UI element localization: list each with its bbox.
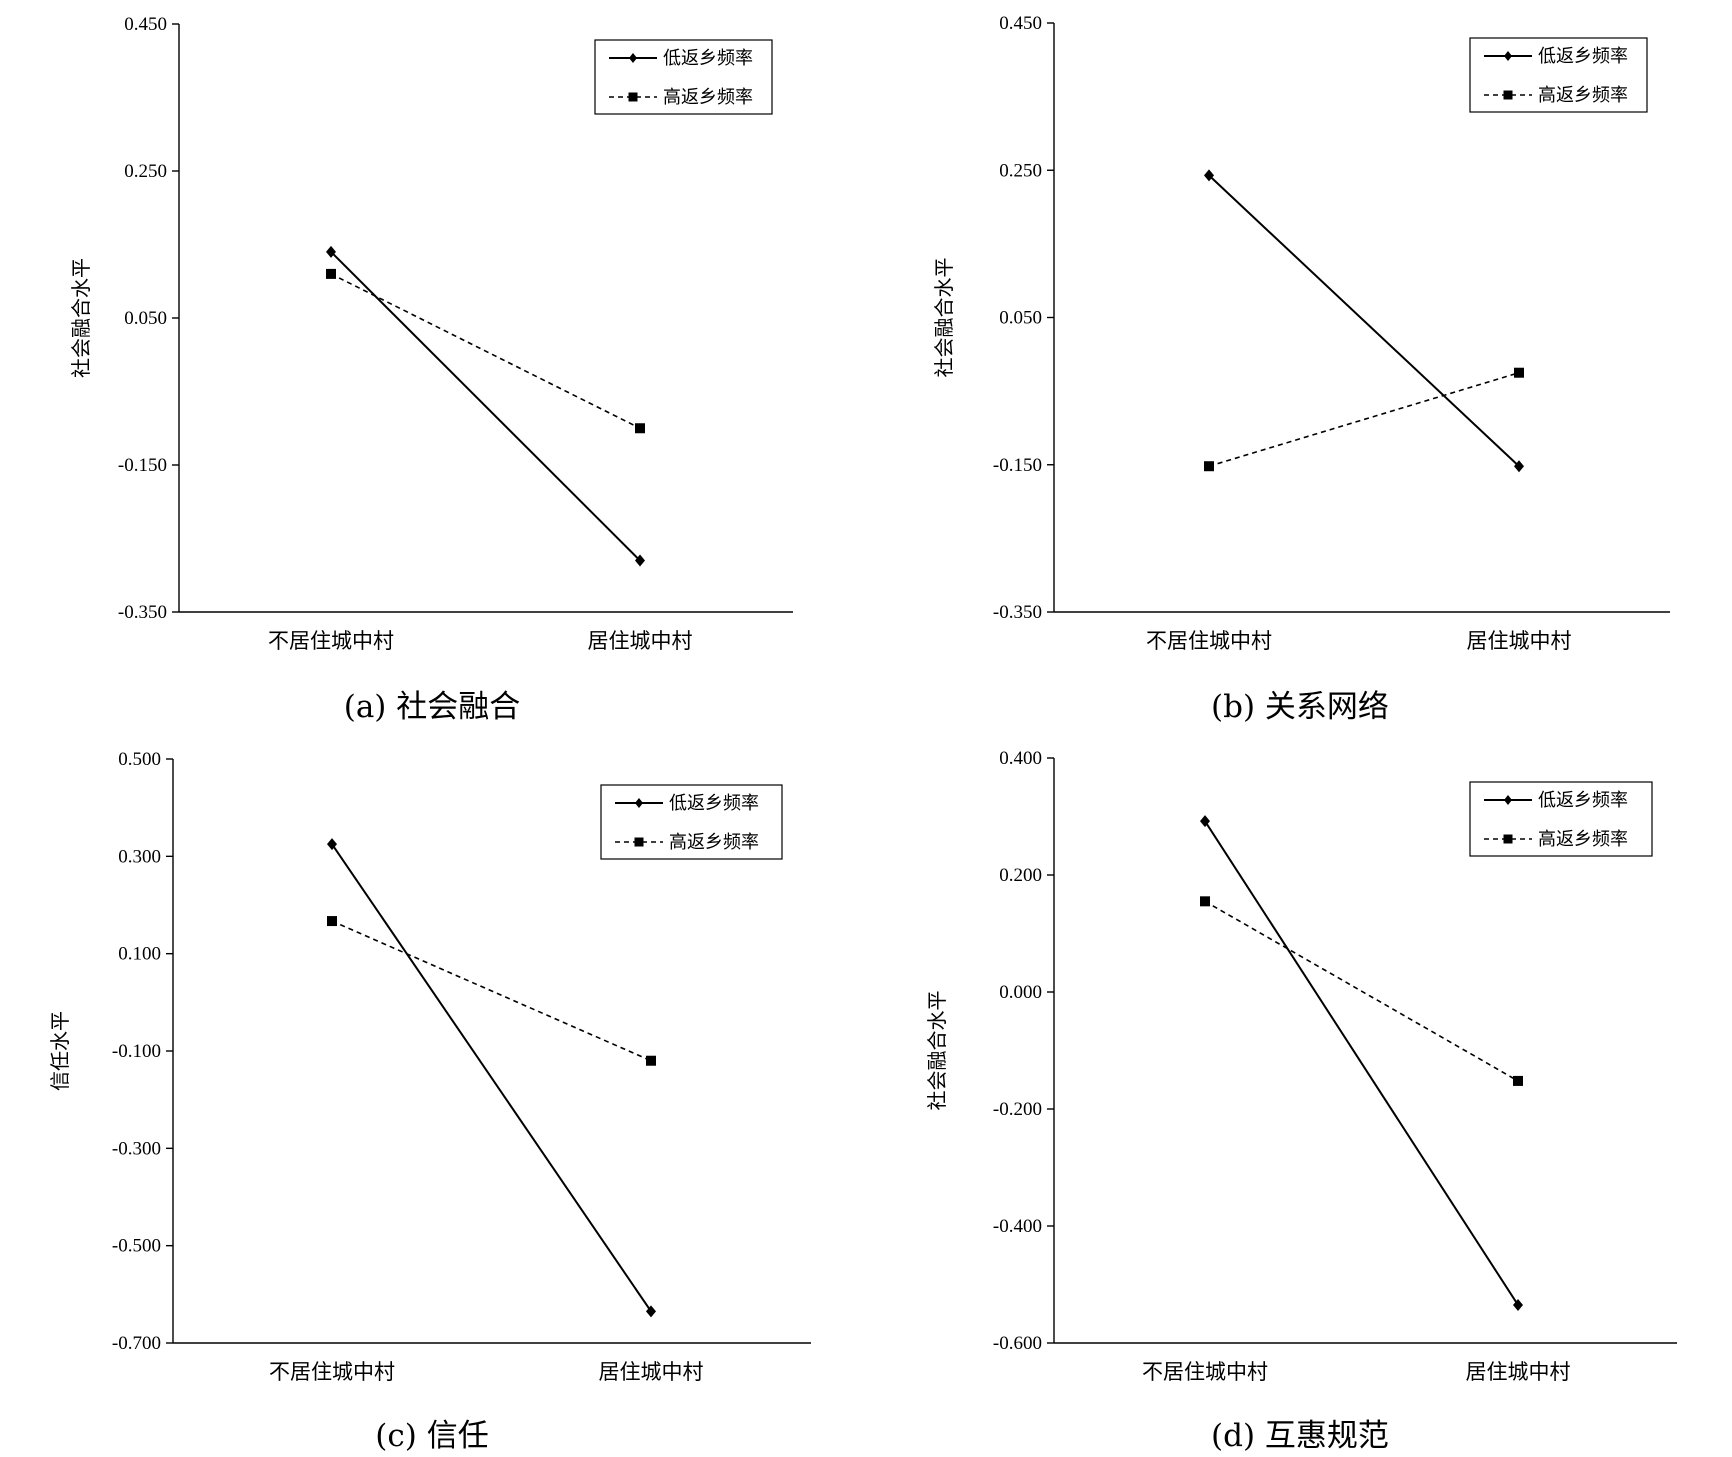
x-category-label: 居住城中村 (599, 1360, 704, 1384)
y-axis-label: 社会融合水平 (932, 258, 956, 378)
y-tick-label: 0.450 (124, 14, 167, 35)
x-category-label: 居住城中村 (1467, 629, 1572, 653)
x-category-label: 居住城中村 (1466, 1360, 1571, 1384)
legend-label: 高返乡频率 (669, 832, 759, 853)
y-tick-label: 0.450 (999, 13, 1042, 34)
legend-marker-square (628, 92, 638, 102)
chart-panel-1: 0.450 0.250 0.050 -0.150 -0.350 不居住城中村 居住城中村 社会… (69, 14, 793, 725)
x-category-label: 居住城中村 (588, 629, 693, 653)
x-category-label: 不居住城中村 (1146, 629, 1272, 653)
y-tick-label: -0.600 (993, 1333, 1042, 1354)
y-tick-label: -0.500 (112, 1236, 161, 1257)
legend-box (1469, 37, 1648, 113)
y-tick-label: 0.200 (999, 865, 1042, 886)
legend-box (600, 784, 783, 860)
data-point-square (1204, 461, 1214, 472)
legend-marker-square (1503, 90, 1513, 100)
y-tick-label: 0.250 (999, 160, 1042, 181)
series-line-low-return (331, 843, 652, 1312)
y-tick-label: 0.050 (124, 308, 167, 329)
series-line-high-return (330, 273, 641, 429)
panel-caption: (d) 互惠规范 (1211, 1418, 1389, 1454)
y-tick-label: 0.400 (999, 748, 1042, 769)
chart-panel-4: 0.400 0.200 0.000 -0.200 -0.400 -0.600 不居住城中村 居… (925, 748, 1677, 1454)
legend-label: 低返乡频率 (669, 793, 759, 814)
data-point-diamond (1514, 460, 1524, 473)
data-point-diamond (1204, 169, 1214, 182)
series-line-low-return (1208, 174, 1520, 467)
y-axis-label: 社会融合水平 (925, 991, 949, 1111)
data-point-diamond (1513, 1298, 1523, 1311)
y-tick-label: -0.150 (993, 455, 1042, 476)
series-line-high-return (1204, 900, 1519, 1082)
series-line-high-return (331, 920, 652, 1062)
panel-caption: (a) 社会融合 (344, 689, 521, 725)
y-tick-label: -0.350 (118, 602, 167, 623)
legend-label: 高返乡频率 (1538, 829, 1628, 850)
series-line-low-return (330, 251, 641, 562)
y-tick-label: -0.350 (993, 602, 1042, 623)
y-tick-label: 0.050 (999, 308, 1042, 329)
panel-caption: (c) 信任 (375, 1418, 488, 1454)
legend-label: 低返乡频率 (1538, 790, 1628, 811)
x-category-label: 不居住城中村 (1142, 1360, 1268, 1384)
panel-caption: (b) 关系网络 (1211, 689, 1389, 725)
x-category-label: 不居住城中村 (268, 629, 394, 653)
y-axis-label: 社会融合水平 (69, 258, 93, 378)
data-point-square (327, 916, 337, 927)
legend-marker-diamond (629, 53, 637, 63)
data-point-diamond (646, 1305, 656, 1318)
legend-marker-diamond (635, 798, 643, 808)
chart-panel-2: 0.450 0.250 0.050 -0.150 -0.350 不居住城中村 居住城中村 社会… (932, 13, 1670, 725)
y-tick-label: 0.000 (999, 982, 1042, 1003)
y-tick-label: 0.100 (118, 944, 161, 965)
series-line-low-return (1204, 820, 1519, 1306)
legend-marker-square (634, 837, 644, 847)
data-point-diamond (327, 838, 337, 851)
x-category-label: 不居住城中村 (269, 1360, 395, 1384)
y-tick-label: 0.500 (118, 749, 161, 770)
y-tick-label: -0.100 (112, 1041, 161, 1062)
legend-marker-square (1503, 834, 1513, 844)
chart-panel-3: 0.500 0.300 0.100 -0.100 -0.300 -0.500 -0.700 不… (48, 749, 811, 1454)
legend-marker-diamond (1504, 51, 1512, 61)
data-point-square (1514, 367, 1524, 378)
data-point-square (326, 268, 336, 279)
legend-marker-diamond (1504, 795, 1512, 805)
legend-label: 高返乡频率 (663, 87, 753, 108)
y-tick-label: -0.200 (993, 1099, 1042, 1120)
data-point-square (635, 423, 645, 434)
y-tick-label: -0.700 (112, 1333, 161, 1354)
y-tick-label: -0.300 (112, 1138, 161, 1159)
data-point-square (646, 1055, 656, 1066)
y-tick-label: 0.300 (118, 846, 161, 867)
data-point-diamond (635, 554, 645, 567)
series-line-high-return (1208, 371, 1520, 467)
data-point-square (1513, 1075, 1523, 1086)
y-tick-label: 0.250 (124, 161, 167, 182)
y-tick-label: -0.150 (118, 455, 167, 476)
y-axis-label: 信任水平 (48, 1011, 72, 1091)
y-tick-label: -0.400 (993, 1216, 1042, 1237)
data-point-square (1200, 896, 1210, 907)
data-point-diamond (326, 245, 336, 258)
data-point-diamond (1200, 815, 1210, 828)
legend-box (594, 39, 773, 115)
legend-label: 低返乡频率 (1538, 46, 1628, 67)
legend-box (1469, 781, 1653, 857)
legend-label: 高返乡频率 (1538, 85, 1628, 106)
legend-label: 低返乡频率 (663, 48, 753, 69)
